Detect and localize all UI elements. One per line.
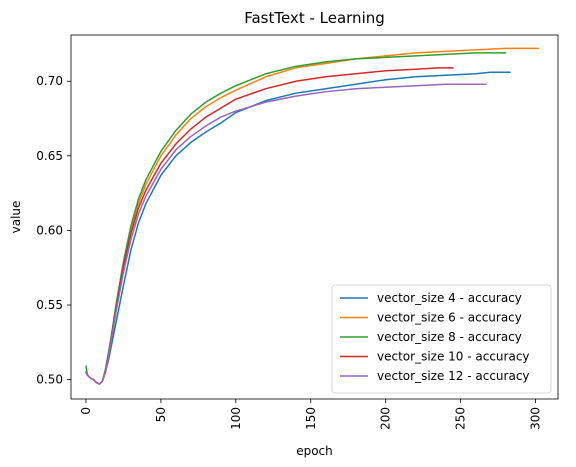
series-line-5 bbox=[85, 83, 487, 385]
y-tick-label: 0.50 bbox=[36, 373, 63, 387]
x-tick-label: 100 bbox=[229, 407, 243, 430]
plot-frame bbox=[70, 34, 559, 400]
x-tick-label: 250 bbox=[454, 407, 468, 430]
x-tick-label: 0 bbox=[79, 407, 93, 415]
y-tick-label: 0.70 bbox=[36, 74, 63, 88]
x-tick-label: 200 bbox=[379, 407, 393, 430]
legend-label: vector_size 10 - accuracy bbox=[377, 350, 530, 364]
y-tick-label: 0.65 bbox=[36, 149, 63, 163]
x-tick-label: 150 bbox=[304, 407, 318, 430]
plot-area bbox=[85, 47, 540, 385]
x-tick-label: 50 bbox=[154, 407, 168, 422]
legend: vector_size 4 - accuracy vector_size 6 - … bbox=[331, 284, 552, 394]
legend-label: vector_size 8 - accuracy bbox=[377, 330, 522, 344]
y-tick-label: 0.60 bbox=[36, 223, 63, 237]
legend-box bbox=[331, 284, 552, 394]
legend-label: vector_size 6 - accuracy bbox=[377, 311, 522, 325]
x-tick-label: 300 bbox=[529, 407, 543, 430]
chart-title: FastText - Learning bbox=[244, 9, 385, 27]
y-tick-label: 0.55 bbox=[36, 298, 63, 312]
axes: 0 50 100 150 200 250 300 0.50 0.55 0.60 0.65 0.70 bbox=[36, 34, 559, 430]
legend-label: vector_size 12 - accuracy bbox=[377, 369, 530, 383]
legend-label: vector_size 4 - accuracy bbox=[377, 291, 522, 305]
x-axis-label: epoch bbox=[296, 444, 333, 458]
y-axis-label: value bbox=[9, 201, 23, 234]
